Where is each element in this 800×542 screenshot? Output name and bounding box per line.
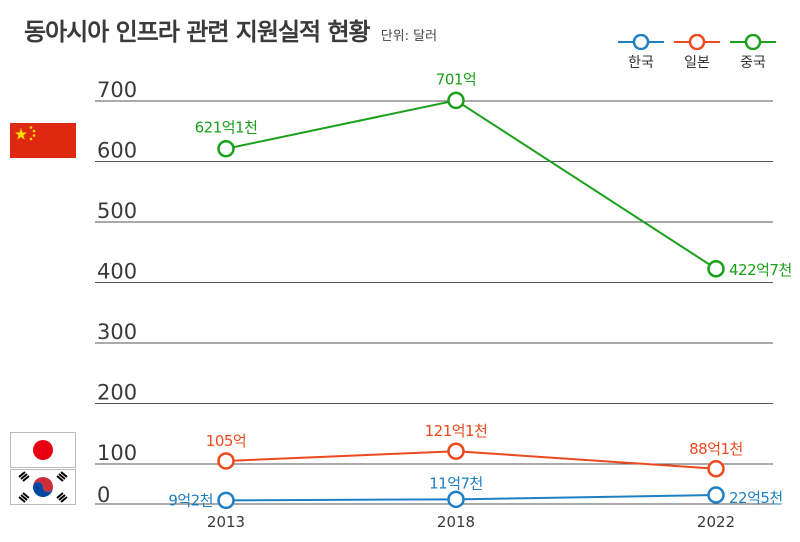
china-flag-icon	[10, 123, 76, 158]
korea-flag-icon	[10, 469, 76, 505]
series-line-china	[225, 99, 717, 270]
legend-marker-china	[730, 34, 776, 50]
y-tick-label-100: 100	[97, 441, 137, 465]
x-tick-label-2013: 2013	[207, 513, 245, 531]
data-label-china-2018: 701억	[436, 70, 476, 88]
y-tick-label-400: 400	[97, 260, 137, 284]
data-point-korea-2022	[707, 486, 725, 504]
y-tick-label-300: 300	[97, 320, 137, 344]
data-label-korea-2018: 11억7천	[429, 474, 483, 492]
y-tick-label-700: 700	[97, 78, 137, 102]
y-tick-label-0: 0	[97, 483, 110, 507]
legend: 한국 일본 중국	[618, 34, 776, 72]
data-point-korea-2018	[447, 490, 465, 509]
data-point-japan-2013	[217, 452, 235, 470]
data-point-china-2013	[217, 139, 235, 158]
chart-title-row: 동아시아 인프라 관련 지원실적 현황 단위: 달러	[24, 12, 437, 47]
chart-title: 동아시아 인프라 관련 지원실적 현황	[24, 18, 371, 46]
legend-label-japan: 일본	[684, 55, 710, 71]
data-label-china-2022: 422억7천	[729, 261, 792, 279]
y-tick-label-200: 200	[97, 381, 137, 405]
x-tick-label-2022: 2022	[697, 513, 735, 531]
data-point-japan-2018	[447, 442, 465, 460]
data-point-japan-2022	[707, 460, 725, 478]
data-label-korea-2022: 22억5천	[729, 489, 783, 507]
x-tick-label-2018: 2018	[437, 513, 475, 531]
data-label-japan-2013: 105억	[206, 432, 246, 450]
series-line-japan	[225, 450, 717, 470]
legend-item-china: 중국	[730, 34, 776, 72]
y-tick-label-600: 600	[97, 139, 137, 163]
legend-label-china: 중국	[740, 55, 766, 71]
legend-marker-japan	[674, 34, 720, 50]
data-label-korea-2013: 9억2천	[168, 491, 213, 509]
data-point-china-2018	[447, 91, 465, 110]
unit-label: 단위: 달러	[380, 29, 438, 44]
series-line-korea	[225, 494, 717, 502]
data-point-korea-2013	[217, 491, 235, 510]
legend-label-korea: 한국	[628, 55, 654, 71]
legend-item-japan: 일본	[674, 34, 720, 72]
y-tick-label-500: 500	[97, 199, 137, 223]
data-label-japan-2018: 121억1천	[425, 422, 488, 440]
data-label-china-2013: 621억1천	[195, 119, 258, 137]
data-point-china-2022	[707, 260, 725, 278]
legend-marker-korea	[618, 34, 664, 50]
japan-flag-icon	[10, 432, 76, 468]
data-label-japan-2022: 88억1천	[689, 440, 743, 458]
legend-item-korea: 한국	[618, 34, 664, 72]
